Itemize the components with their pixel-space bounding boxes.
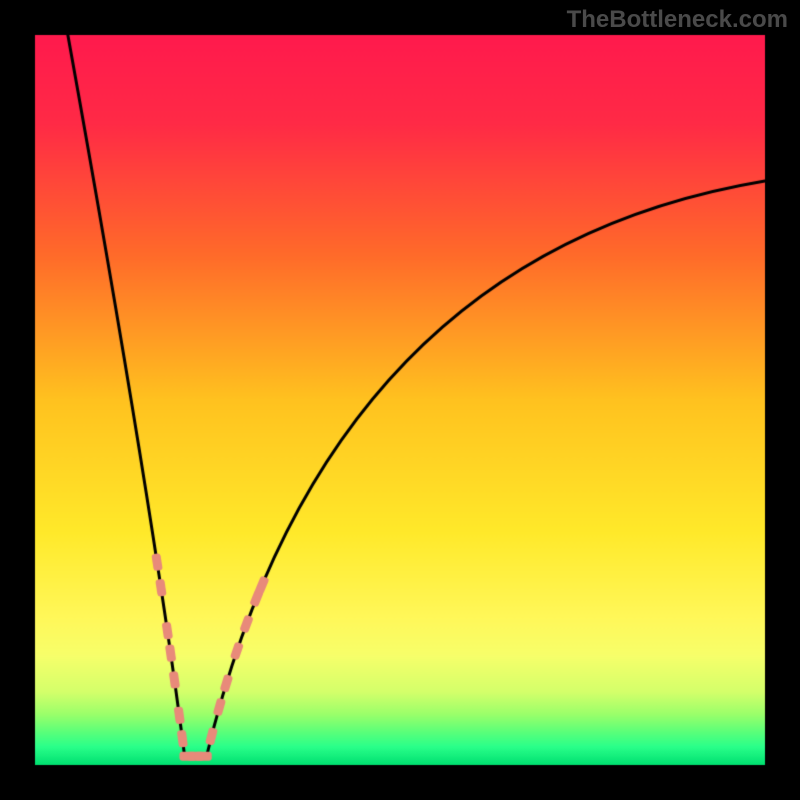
bottleneck-chart bbox=[0, 0, 800, 800]
stage: TheBottleneck.com bbox=[0, 0, 800, 800]
attribution-label: TheBottleneck.com bbox=[567, 6, 788, 34]
